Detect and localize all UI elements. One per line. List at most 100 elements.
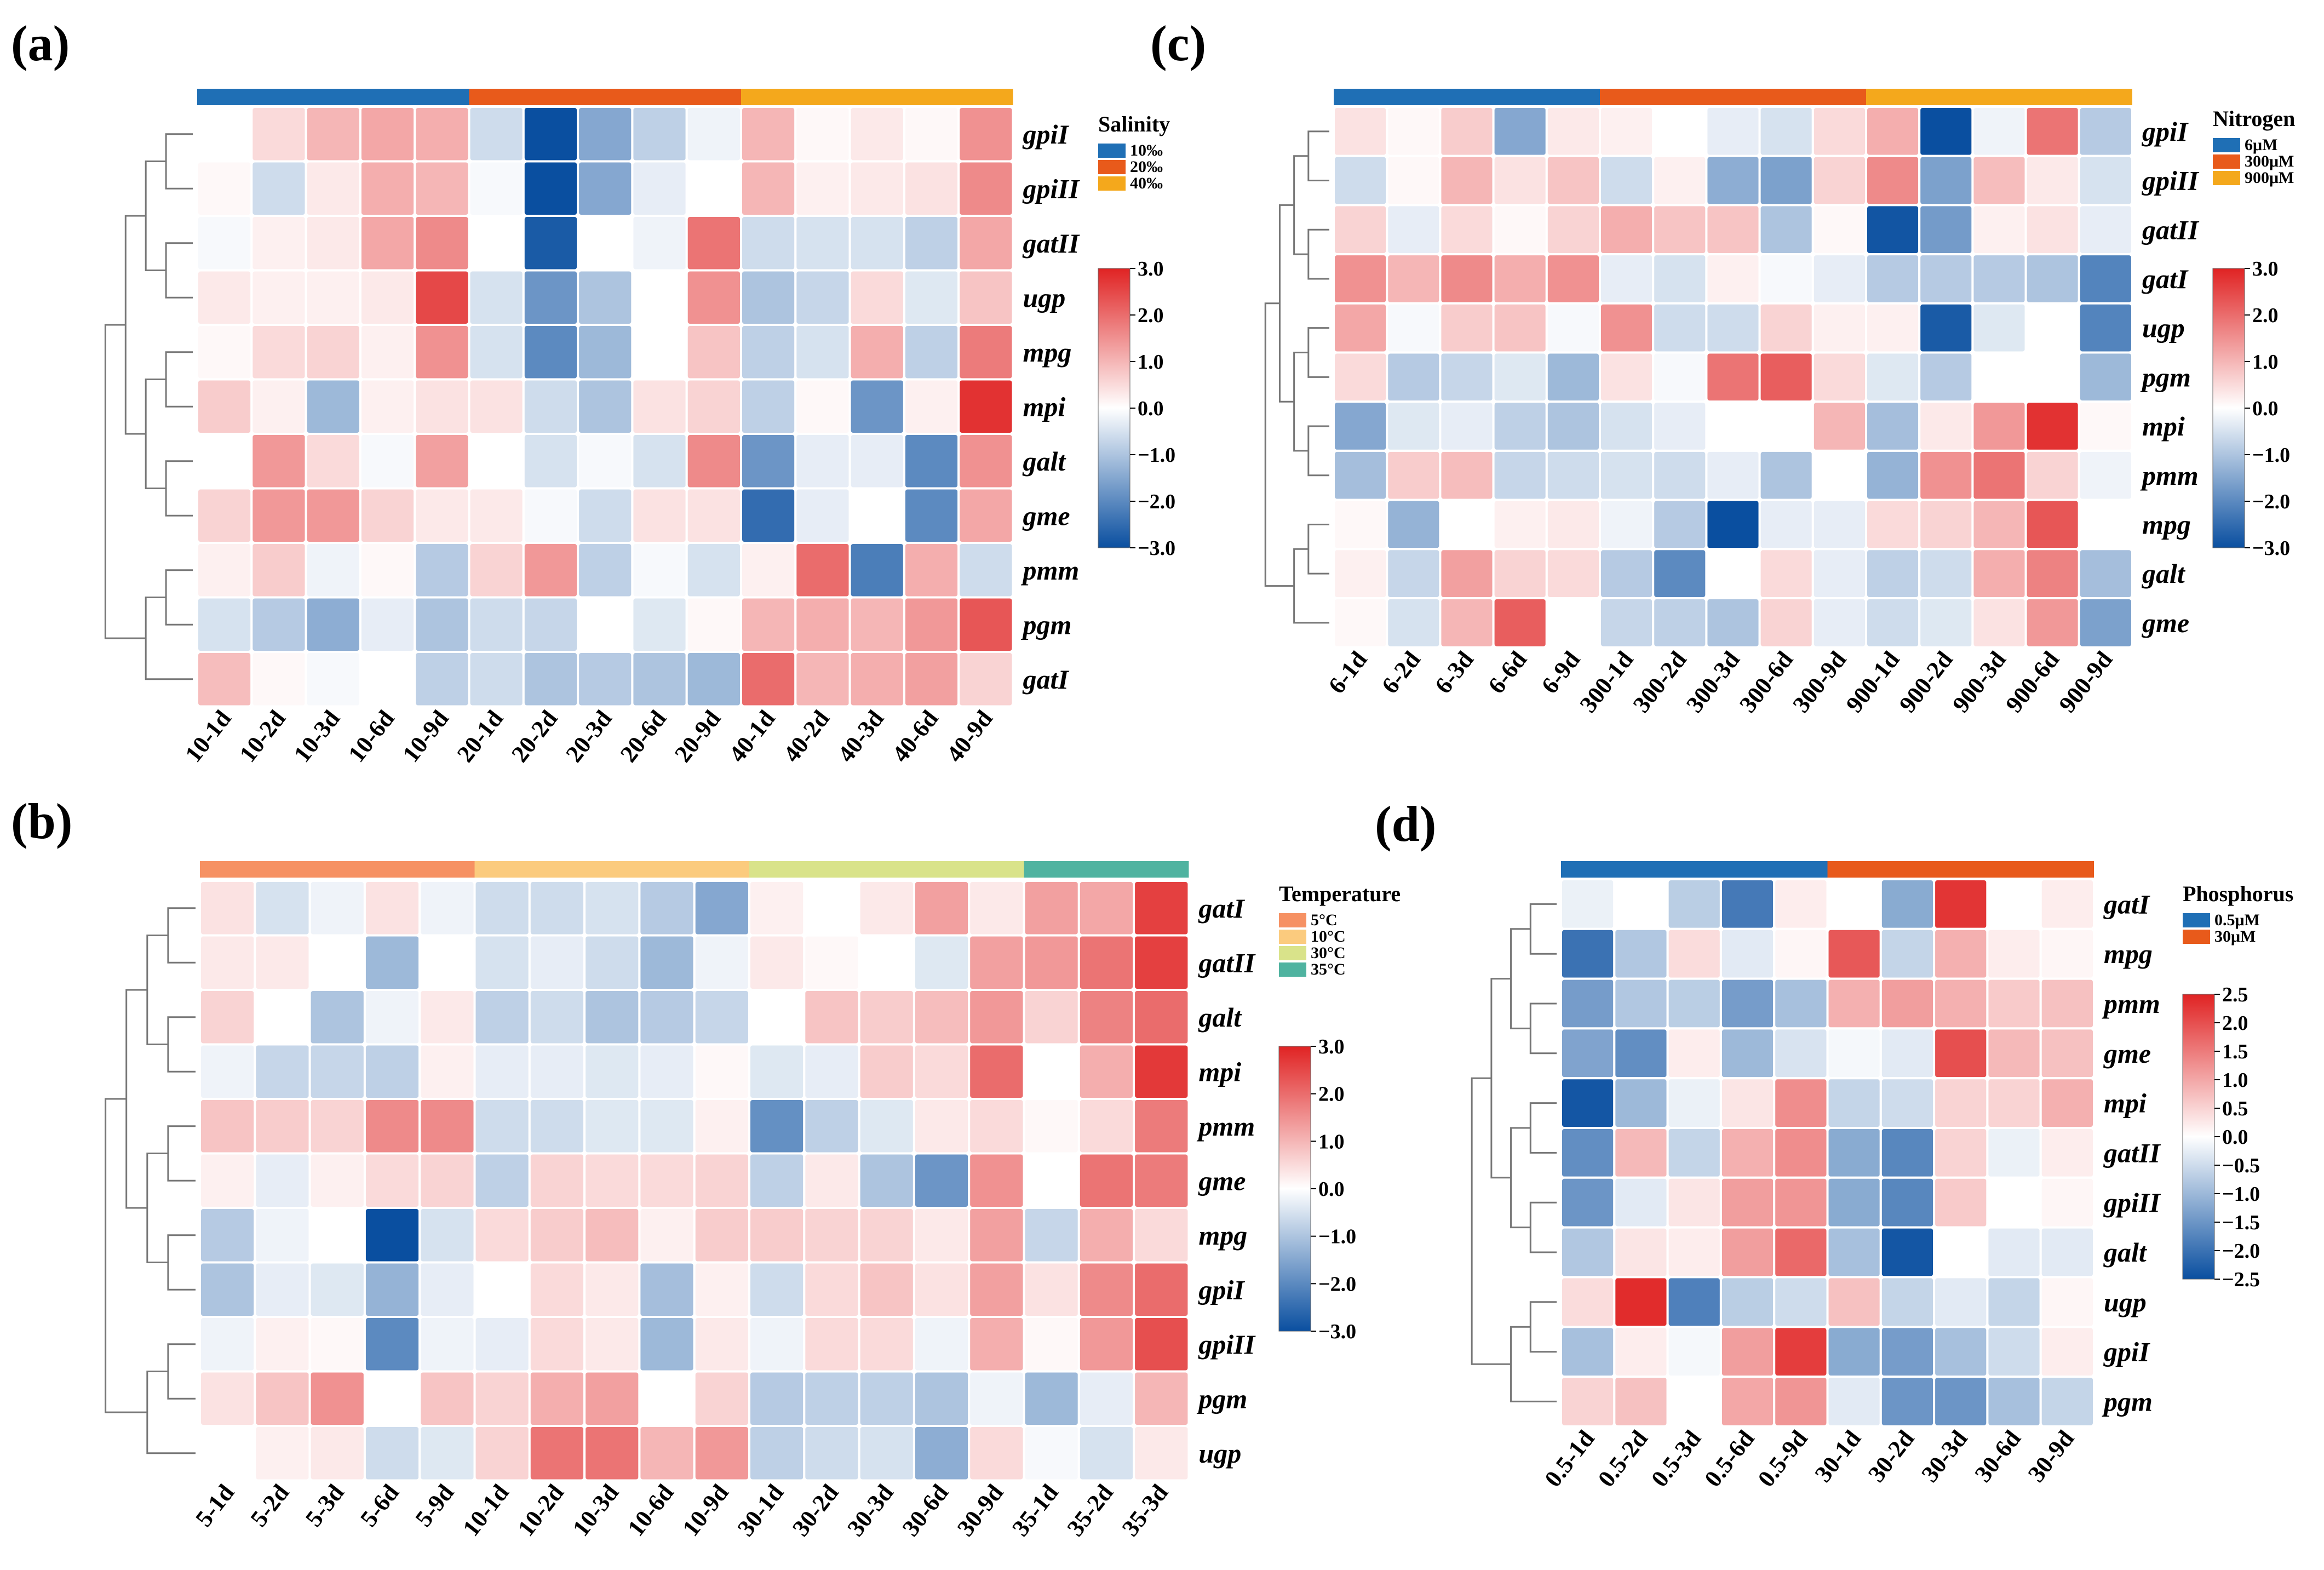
heatmap-cell (1492, 154, 1548, 207)
heatmap-cell (1826, 878, 1882, 930)
heatmap-cell (1719, 1127, 1776, 1179)
column-label: 300-3d (1681, 646, 1745, 718)
heatmap-cell (803, 1207, 860, 1264)
group-band-1 (469, 89, 741, 105)
heatmap-cell (250, 596, 307, 653)
heatmap-cell (1560, 977, 1616, 1030)
group-band-2 (1866, 89, 2132, 105)
heatmap-cell (468, 433, 525, 490)
heatmap-cell (903, 269, 960, 326)
heatmap-cell (359, 433, 416, 490)
heatmap-cell (794, 378, 851, 435)
heatmap-cell (748, 1098, 806, 1155)
heatmap-cell (1545, 253, 1602, 305)
heatmap-cell (693, 1425, 750, 1482)
heatmap-cell (2024, 204, 2080, 256)
heatmap-cell (1439, 548, 1495, 599)
heatmap-cell (848, 269, 905, 326)
heatmap-cell (522, 106, 579, 163)
column-label: 6-2d (1376, 646, 1426, 699)
heatmap-cell (740, 215, 797, 272)
heatmap-cell (1613, 1027, 1669, 1080)
heatmap-cell (631, 651, 688, 708)
heatmap-cell (1023, 934, 1080, 991)
heatmap-cell (693, 989, 750, 1046)
heatmap-cell (1826, 1226, 1882, 1279)
heatmap-cell (250, 487, 307, 544)
heatmap-cell (1986, 1326, 2042, 1378)
heatmap-cell (1560, 1176, 1616, 1229)
heatmap-cell (1705, 498, 1761, 551)
heatmap-cell (2039, 1176, 2095, 1229)
group-band-0 (1561, 861, 1828, 878)
heatmap-cell (848, 487, 905, 544)
heatmap-cell (1613, 1176, 1669, 1229)
heatmap-cell (468, 596, 525, 653)
heatmap-cell (1652, 548, 1708, 599)
column-label: 5-1d (190, 1479, 239, 1532)
legend-label: 0.5μM (2214, 911, 2260, 929)
heatmap-cell (913, 1370, 971, 1427)
legend-label: 10°C (1311, 927, 1346, 946)
heatmap-cell (1545, 204, 1602, 256)
heatmap-cell (848, 651, 905, 708)
heatmap-cell (196, 651, 253, 708)
heatmap-cell (1599, 597, 1655, 649)
heatmap-cell (254, 1261, 311, 1318)
heatmap-cell (2078, 548, 2134, 599)
column-label: 35-2d (1061, 1479, 1118, 1541)
heatmap-cell (199, 1316, 256, 1373)
color-scale-bar (1098, 268, 1131, 548)
heatmap-cell (583, 1316, 641, 1373)
heatmap-cell (1971, 154, 2027, 207)
color-scale: 3.0 2.0 1.0 0.0 −1.0 −2.0 −3.0 (1098, 257, 1175, 560)
heatmap-cell (1705, 106, 1761, 157)
heatmap-cell (740, 433, 797, 490)
heatmap-cell (1386, 302, 1442, 354)
heatmap-cell (254, 1043, 311, 1100)
column-label: 30-9d (2023, 1425, 2079, 1487)
column-label: 30-2d (1863, 1425, 1919, 1487)
heatmap-cell (1133, 934, 1190, 991)
heatmap-cell (1986, 1176, 2042, 1229)
scale-tick-label: 0.0 (1138, 397, 1164, 420)
heatmap-cell (522, 160, 579, 217)
heatmap-cell (1545, 106, 1602, 157)
heatmap-cell (254, 989, 311, 1046)
heatmap-cell (1333, 449, 1388, 501)
heatmap-cell (1652, 154, 1708, 207)
heatmap-cell (414, 378, 470, 435)
heatmap-cell (1560, 878, 1616, 930)
heatmap-cell (1492, 106, 1548, 157)
heatmap-cell (848, 433, 905, 490)
row-label: gpiII (1023, 173, 1080, 204)
heatmap-cell (1613, 1376, 1669, 1428)
heatmap-cell (1666, 878, 1722, 930)
heatmap-cell (305, 542, 361, 599)
heatmap-cell (631, 160, 688, 217)
heatmap-cell (1879, 1276, 1936, 1328)
heatmap-cell (858, 1043, 915, 1100)
heatmap-cell (473, 1043, 531, 1100)
heatmap-cell (583, 1152, 641, 1209)
heatmap-cell (1599, 449, 1655, 501)
heatmap-cell (528, 1207, 586, 1264)
heatmap-cell (577, 433, 634, 490)
row-dendrogram (1264, 130, 1329, 624)
heatmap-cell (577, 160, 634, 217)
heatmap-cell (1023, 1316, 1080, 1373)
heatmap-cell (1613, 1127, 1669, 1179)
panel-b: (b) gatI gatII galt mpi pmm gme mpg gpiI gpiII pgm… (11, 793, 1401, 1541)
heatmap-cell (1333, 597, 1388, 649)
heatmap-cell (1811, 400, 1868, 452)
legend-label: 5°C (1311, 911, 1338, 929)
heatmap-cell (1333, 400, 1388, 452)
group-band-0 (1334, 89, 1600, 105)
heatmap-cell (1386, 154, 1442, 207)
heatmap-cell (1879, 1127, 1936, 1179)
heatmap-cell (1439, 449, 1495, 501)
heatmap-cell (418, 1370, 476, 1427)
heatmap-cell (1077, 880, 1135, 937)
scale-tick-label: 0.0 (2252, 397, 2279, 420)
heatmap-cell (1333, 154, 1388, 207)
